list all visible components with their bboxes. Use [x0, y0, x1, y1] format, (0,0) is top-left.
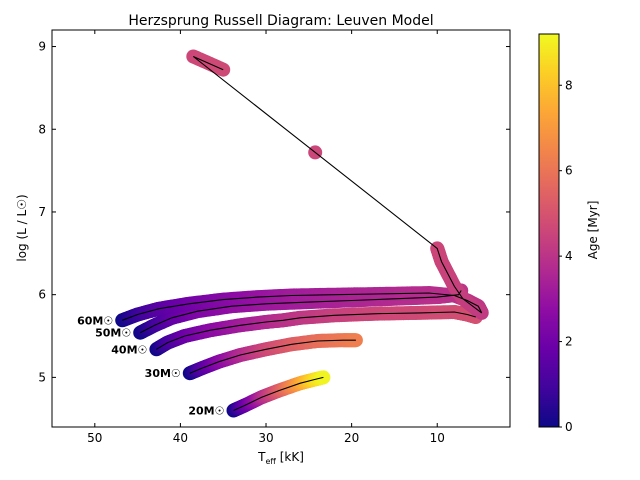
x-ticks: 50 40 30 20 10: [87, 30, 445, 445]
mass-label: 40M☉: [111, 343, 147, 356]
track-lines-layer: [122, 55, 483, 412]
colorbar-tick-label: 8: [565, 78, 573, 92]
mass-label: 20M☉: [188, 405, 224, 418]
x-tick-label: 30: [258, 431, 273, 445]
mass-labels: 20M☉ 30M☉ 40M☉ 50M☉60M☉: [77, 314, 224, 417]
mass-label: 50M☉: [95, 327, 131, 340]
colorbar-tick-label: 6: [565, 164, 573, 178]
colorbar-tick-label: 4: [565, 249, 573, 263]
mass-label: 60M☉: [77, 314, 113, 327]
x-tick-label: 20: [344, 431, 359, 445]
y-tick-label: 5: [38, 370, 46, 384]
plot-frame: [51, 29, 511, 428]
colorbar-ticks: 0 2 4 6 8: [559, 78, 573, 434]
y-axis-label: log (L / L☉): [15, 194, 29, 261]
colorbar-tick-label: 2: [565, 335, 573, 349]
mass-label: 30M☉: [145, 367, 181, 380]
colorbar-tick-label: 0: [565, 420, 573, 434]
y-tick-label: 9: [38, 40, 46, 54]
y-tick-label: 6: [38, 288, 46, 302]
colorbar: [538, 33, 560, 428]
track-line: [156, 311, 476, 350]
y-tick-label: 8: [38, 122, 46, 136]
x-tick-label: 40: [173, 431, 188, 445]
plot-area: [115, 49, 489, 418]
colorbar-label: Age [Myr]: [586, 201, 600, 260]
y-tick-label: 7: [38, 205, 46, 219]
y-ticks: 5 6 7 8 9: [38, 40, 510, 384]
chart-title: Herzsprung Russell Diagram: Leuven Model: [128, 13, 433, 29]
x-tick-label: 50: [87, 431, 102, 445]
x-tick-label: 10: [430, 431, 445, 445]
x-axis-label: Teff [kK]: [257, 450, 304, 466]
track-line: [122, 55, 483, 321]
track-line: [233, 376, 324, 412]
age-markers-layer: [115, 49, 489, 418]
track-line: [189, 339, 356, 374]
track-line: [139, 290, 462, 334]
